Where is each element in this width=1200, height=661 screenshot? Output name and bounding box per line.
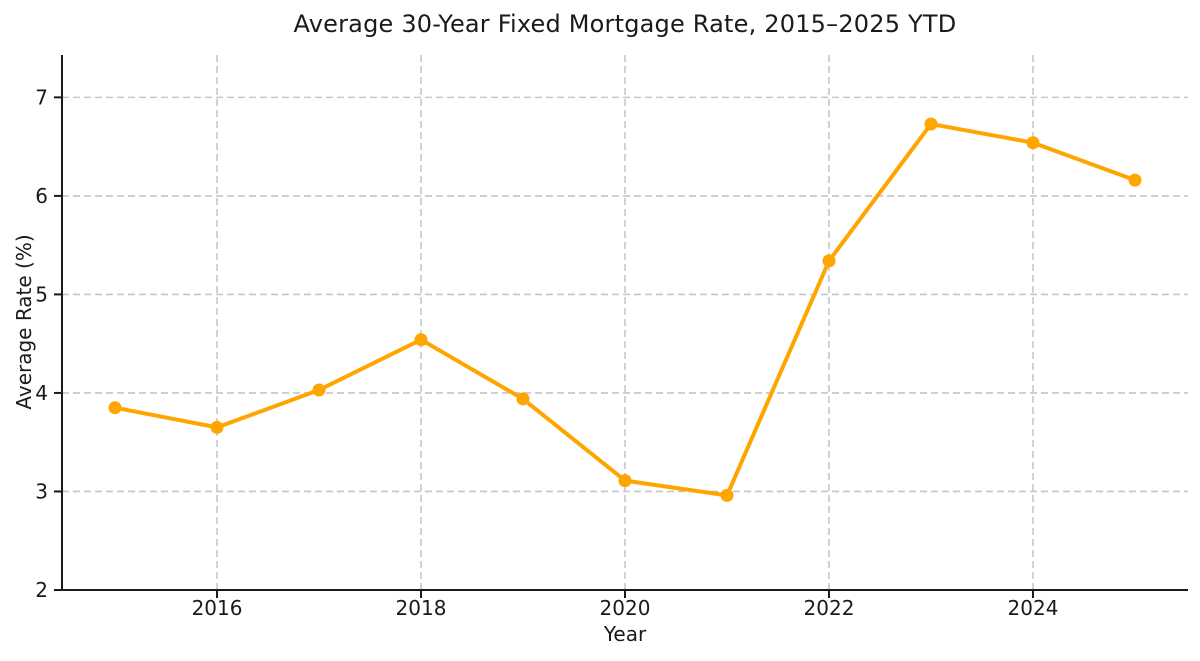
x-tick-label: 2018 [396, 596, 447, 620]
data-point [516, 392, 530, 406]
y-tick-label: 2 [35, 578, 48, 602]
data-point [1026, 136, 1040, 150]
x-axis-label: Year [603, 622, 647, 646]
x-tick-label: 2024 [1008, 596, 1059, 620]
y-tick-label: 5 [35, 282, 48, 306]
data-point [414, 333, 428, 347]
data-point [618, 474, 632, 488]
x-tick-label: 2016 [192, 596, 243, 620]
y-axis-label: Average Rate (%) [12, 234, 36, 410]
data-point [720, 488, 734, 502]
data-point [924, 117, 938, 131]
data-point [1128, 173, 1142, 187]
y-tick-label: 4 [35, 381, 48, 405]
x-tick-label: 2020 [600, 596, 651, 620]
chart-title: Average 30-Year Fixed Mortgage Rate, 201… [293, 10, 957, 38]
x-tick-label: 2022 [804, 596, 855, 620]
y-tick-label: 7 [35, 85, 48, 109]
data-point [108, 401, 122, 415]
data-point [822, 254, 836, 268]
data-point [210, 420, 224, 434]
y-tick-label: 6 [35, 184, 48, 208]
y-tick-label: 3 [35, 479, 48, 503]
data-point [312, 383, 326, 397]
